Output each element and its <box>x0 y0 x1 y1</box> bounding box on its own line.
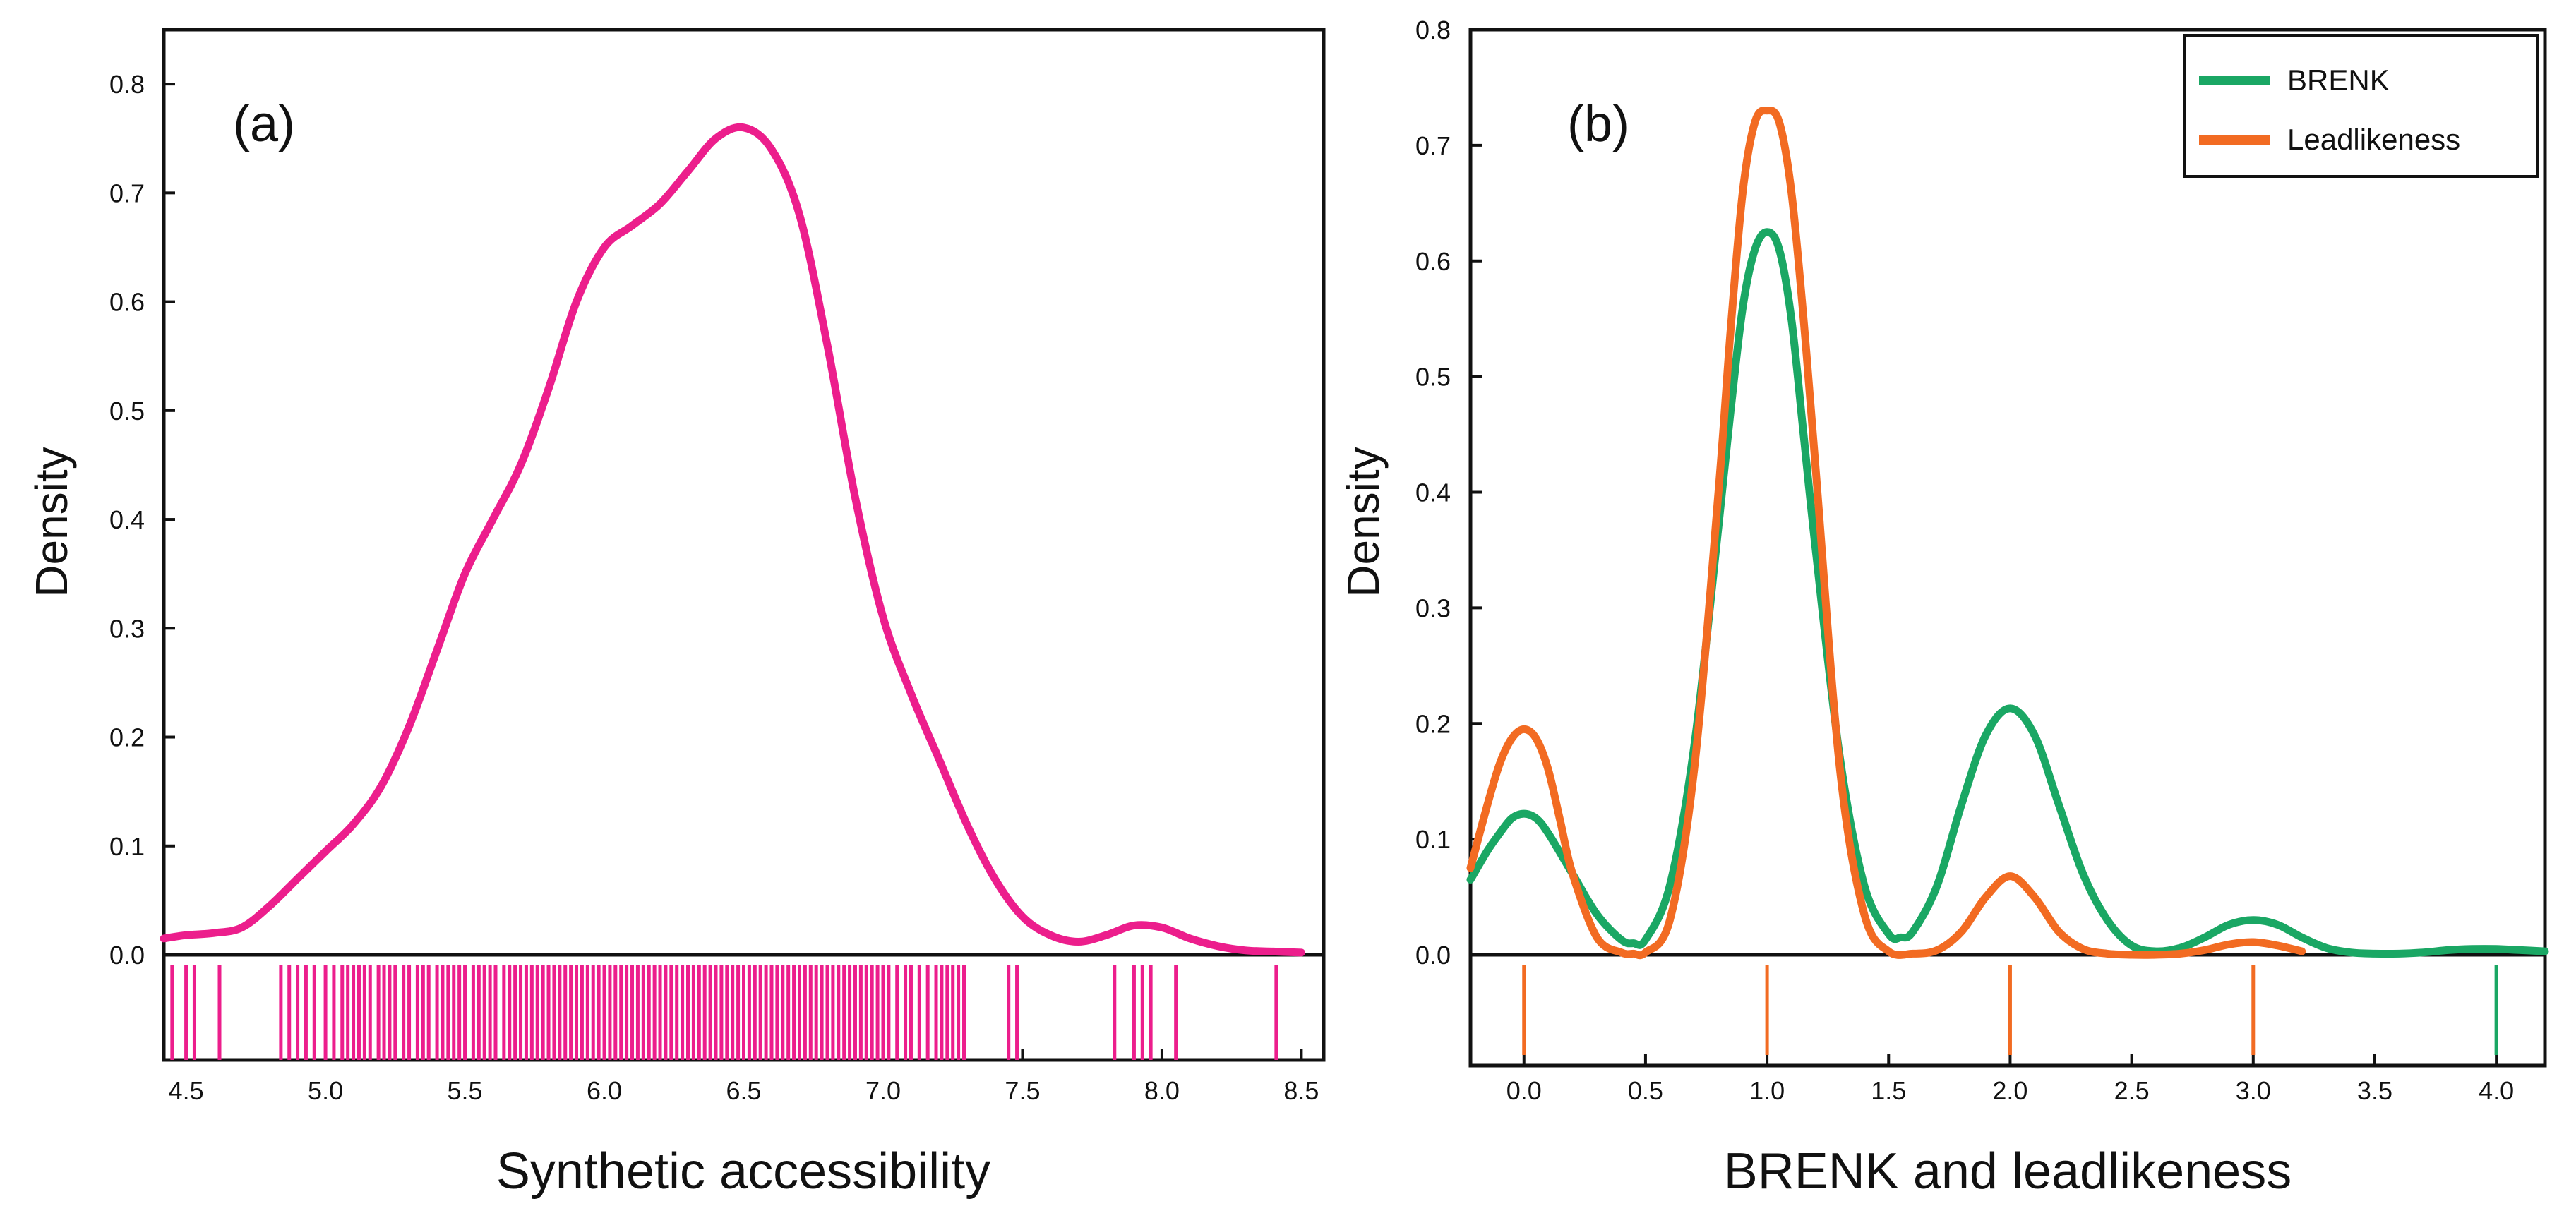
x-tick-label: 1.0 <box>1749 1076 1785 1105</box>
series-line-leadlikeness <box>1466 107 2306 960</box>
x-tick-label: 6.5 <box>726 1076 761 1105</box>
x-tick-label: 8.5 <box>1283 1076 1319 1105</box>
y-tick-label: 0.5 <box>1415 363 1451 392</box>
y-tick-label: 0.3 <box>1415 593 1451 622</box>
panel-b-frame <box>1468 28 2547 1068</box>
y-tick-label: 0.0 <box>109 941 145 970</box>
series-line-synthetic-accessibility <box>160 123 1305 957</box>
x-tick-label: 2.5 <box>2114 1076 2150 1105</box>
x-tick-label: 6.0 <box>587 1076 622 1105</box>
panel-b-legend: BRENK Leadlikeness <box>2183 34 2539 178</box>
panel-b-rug-plot <box>1522 965 2498 1055</box>
panel-a-curves <box>160 123 1305 957</box>
x-tick-label: 3.5 <box>2357 1076 2392 1105</box>
panel-b-curves <box>1466 107 2549 960</box>
x-tick-label: 4.0 <box>2479 1076 2514 1105</box>
panel-b-label: (b) <box>1567 96 1629 152</box>
x-tick-label: 0.5 <box>1628 1076 1663 1105</box>
x-tick-label: 7.5 <box>1005 1076 1040 1105</box>
panel-b-x-ticks: 0.0 0.5 1.0 1.5 2.0 2.5 3.0 3.5 4.0 <box>1506 1054 2514 1105</box>
panel-b: 0.0 0.1 0.2 0.3 0.4 0.5 0.6 0.7 0.8 0.0 0.5 1.0 1.5… <box>1338 16 2549 1200</box>
panel-b-x-axis-title: BRENK and leadlikeness <box>1724 1143 2292 1200</box>
panel-a-x-axis-title: Synthetic accessibility <box>496 1143 990 1200</box>
y-tick-label: 0.1 <box>1415 825 1451 854</box>
x-tick-label: 5.5 <box>448 1076 483 1105</box>
panel-a-rug-plot <box>170 965 1278 1060</box>
y-tick-label: 0.4 <box>109 505 145 534</box>
x-tick-label: 3.0 <box>2236 1076 2271 1105</box>
panel-a-y-ticks: 0.0 0.1 0.2 0.3 0.4 0.5 0.6 0.7 0.8 <box>109 70 175 970</box>
y-tick-label: 0.7 <box>1415 131 1451 160</box>
y-tick-label: 0.5 <box>109 397 145 426</box>
panel-b-y-ticks: 0.0 0.1 0.2 0.3 0.4 0.5 0.6 0.7 0.8 <box>1415 16 1482 970</box>
x-tick-label: 5.0 <box>308 1076 343 1105</box>
y-tick-label: 0.3 <box>109 614 145 643</box>
x-tick-label: 4.5 <box>169 1076 204 1105</box>
y-tick-label: 0.4 <box>1415 478 1451 507</box>
y-tick-label: 0.6 <box>109 288 145 317</box>
y-tick-label: 0.2 <box>109 723 145 752</box>
y-tick-label: 0.6 <box>1415 247 1451 276</box>
panel-a-y-axis-title: Density <box>26 447 77 597</box>
x-tick-label: 0.0 <box>1506 1076 1542 1105</box>
x-tick-label: 7.0 <box>865 1076 901 1105</box>
y-tick-label: 0.7 <box>109 179 145 207</box>
legend-label-brenk: BRENK <box>2287 64 2390 97</box>
y-tick-label: 0.8 <box>109 70 145 99</box>
panel-a: 0.0 0.1 0.2 0.3 0.4 0.5 0.6 0.7 0.8 4.5 5.0 5.5 6.0… <box>26 28 1326 1200</box>
y-tick-label: 0.8 <box>1415 16 1451 44</box>
x-tick-label: 2.0 <box>1992 1076 2027 1105</box>
y-tick-label: 0.0 <box>1415 941 1451 970</box>
panel-b-y-axis-title: Density <box>1338 447 1389 597</box>
x-tick-label: 1.5 <box>1871 1076 1906 1105</box>
legend-label-leadlikeness: Leadlikeness <box>2287 123 2460 156</box>
y-tick-label: 0.2 <box>1415 709 1451 738</box>
y-tick-label: 0.1 <box>109 832 145 861</box>
series-line-brenk <box>1466 228 2549 958</box>
panel-a-label: (a) <box>233 96 295 152</box>
legend-box <box>2183 34 2539 178</box>
x-tick-label: 8.0 <box>1144 1076 1180 1105</box>
